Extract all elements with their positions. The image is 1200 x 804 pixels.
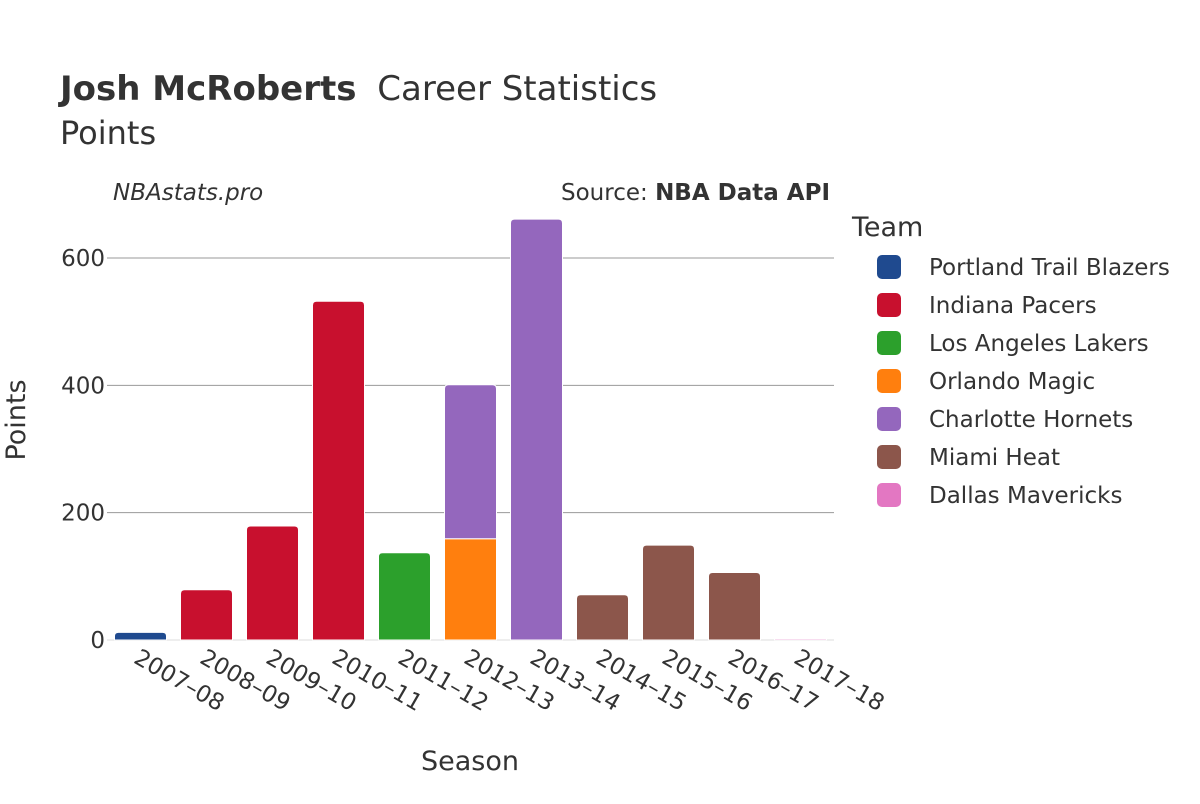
legend-swatch [877, 483, 901, 507]
y-tick-label: 200 [61, 501, 105, 527]
legend-label: Dallas Mavericks [929, 483, 1122, 509]
legend-swatch [877, 445, 901, 469]
legend-swatch [877, 407, 901, 431]
legend-label: Orlando Magic [929, 369, 1095, 395]
bar-miami-heat-2015–16[interactable] [642, 544, 695, 641]
bar-indiana-pacers-2010–11[interactable] [312, 300, 365, 641]
legend-swatch [877, 369, 901, 393]
legend-label: Miami Heat [929, 445, 1060, 471]
bar-orlando-magic-2012–13[interactable] [444, 538, 497, 641]
bar-indiana-pacers-2008–09[interactable] [180, 589, 233, 641]
bar-charlotte-hornets-2013–14[interactable] [510, 218, 563, 641]
y-tick-label: 600 [61, 246, 105, 272]
legend[interactable]: Portland Trail Blazers Indiana Pacers Los … [877, 255, 1170, 509]
bars [114, 218, 827, 641]
bar-dallas-mavericks-2017–18[interactable] [774, 638, 827, 641]
y-tick-labels: 0 200 400 600 [61, 246, 105, 654]
bar-los-angeles-lakers-2011–12[interactable] [378, 552, 431, 641]
chart-title-player: Josh McRoberts [58, 69, 356, 109]
chart-subtitle: Points [60, 114, 156, 152]
legend-swatch [877, 255, 901, 279]
legend-item-portland-trail-blazers[interactable]: Portland Trail Blazers [877, 255, 1170, 281]
source-text: Source: NBA Data API [561, 180, 830, 206]
legend-item-miami-heat[interactable]: Miami Heat [877, 445, 1060, 471]
source-name: NBA Data API [655, 180, 830, 206]
legend-item-orlando-magic[interactable]: Orlando Magic [877, 369, 1095, 395]
bar-charlotte-hornets-2012–13[interactable] [444, 384, 497, 540]
y-tick-label: 400 [61, 373, 105, 399]
bar-portland-trail-blazers-2007–08[interactable] [114, 631, 167, 641]
x-axis-title: Season [421, 746, 519, 777]
legend-label: Charlotte Hornets [929, 407, 1133, 433]
legend-label: Portland Trail Blazers [929, 255, 1170, 281]
legend-item-indiana-pacers[interactable]: Indiana Pacers [877, 293, 1097, 319]
watermark-text: NBAstats.pro [113, 180, 263, 206]
legend-item-los-angeles-lakers[interactable]: Los Angeles Lakers [877, 331, 1149, 357]
legend-label: Los Angeles Lakers [929, 331, 1149, 357]
bar-miami-heat-2016–17[interactable] [708, 572, 761, 641]
bar-miami-heat-2014–15[interactable] [576, 594, 629, 641]
legend-title: Team [851, 212, 923, 243]
y-axis-title: Points [1, 379, 32, 460]
bar-indiana-pacers-2009–10[interactable] [246, 525, 299, 641]
x-tick-labels: 2007–082008–092009–102010–112011–122012–… [130, 645, 889, 717]
legend-swatch [877, 331, 901, 355]
legend-label: Indiana Pacers [929, 293, 1097, 319]
legend-item-charlotte-hornets[interactable]: Charlotte Hornets [877, 407, 1133, 433]
legend-item-dallas-mavericks[interactable]: Dallas Mavericks [877, 483, 1122, 509]
chart-title: Josh McRoberts Career Statistics [58, 69, 657, 109]
chart-title-rest: Career Statistics [377, 69, 657, 109]
source-prefix: Source: [561, 180, 655, 206]
y-tick-label: 0 [90, 628, 105, 654]
legend-swatch [877, 293, 901, 317]
